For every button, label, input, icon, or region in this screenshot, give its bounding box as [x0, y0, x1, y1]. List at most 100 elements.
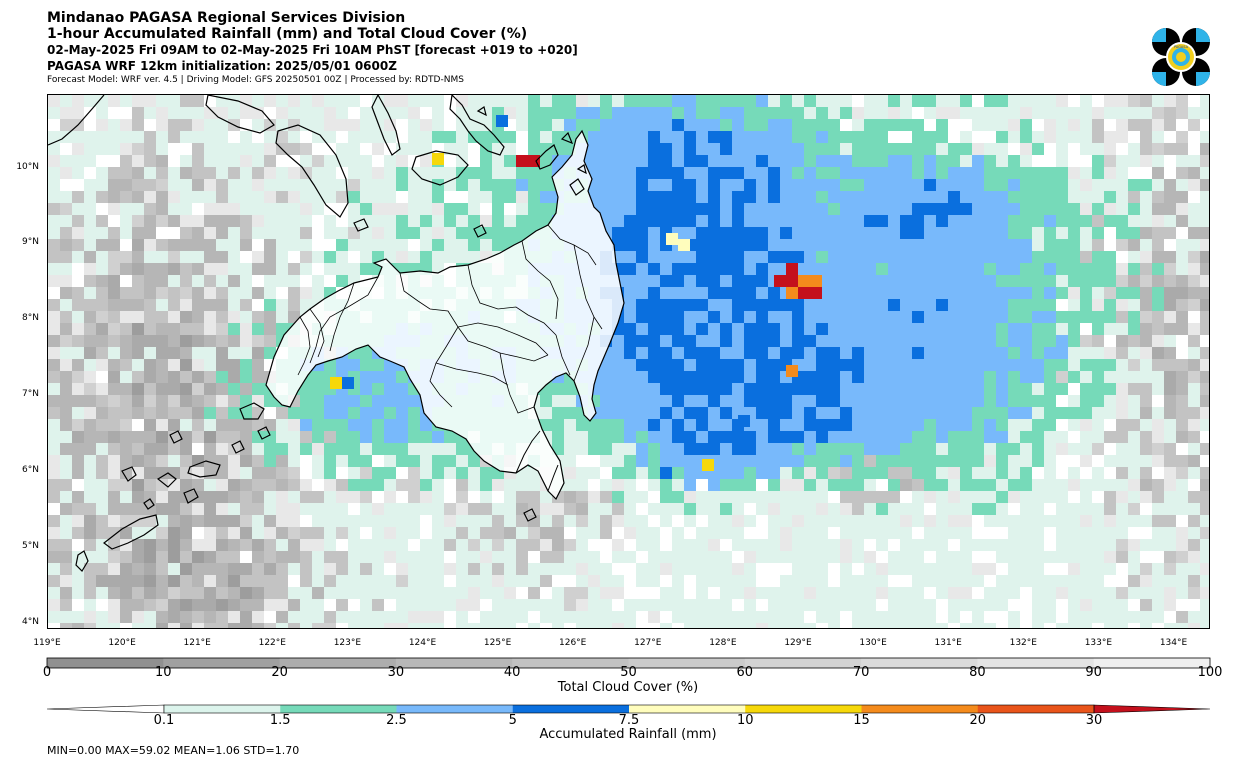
province-boundary — [309, 224, 603, 414]
bohol-coastline — [411, 150, 469, 186]
rain-tick-label: 15 — [853, 713, 870, 728]
cloud-tick-label: 70 — [852, 665, 870, 680]
lat-label-5n: 5°N — [22, 541, 39, 551]
lon-label: 130°E — [859, 638, 887, 648]
lat-label-7n: 7°N — [22, 389, 39, 399]
svg-text:PAGASA: PAGASA — [1174, 45, 1189, 49]
lon-label: 133°E — [1084, 638, 1113, 648]
cebu-coastline — [371, 95, 401, 156]
lon-label: 125°E — [483, 638, 512, 648]
jolo-coastline — [187, 460, 221, 478]
title-model-info: Forecast Model: WRF ver. 4.5 | Driving M… — [47, 75, 464, 85]
rain-colorbar-extend-high — [1093, 704, 1211, 714]
sulu-island-6 — [143, 498, 155, 510]
rain-tick-label: 30 — [1085, 713, 1103, 728]
zamboanga-boundary — [297, 308, 325, 376]
lat-label-4n: 4°N — [22, 617, 39, 627]
sulu-island-2 — [156, 472, 177, 488]
cloud-tick-label: 20 — [271, 665, 288, 680]
rain-colorbar-segment — [629, 705, 746, 713]
cloud-colorbar-segment — [861, 658, 978, 668]
title-initialization: PAGASA WRF 12km initialization: 2025/05/… — [47, 59, 397, 73]
rain-colorbar-segment — [861, 705, 979, 713]
panay-coastline — [205, 95, 275, 134]
palawan-coastline — [48, 95, 105, 146]
cloud-colorbar-segment — [279, 658, 397, 668]
lon-label: 124°E — [408, 638, 437, 648]
cloud-tick-label: 0 — [42, 665, 52, 680]
sulu-island-5 — [183, 488, 199, 504]
cloud-colorbar-segment — [628, 658, 746, 668]
cloud-tick-label: 90 — [1085, 665, 1102, 680]
cloud-colorbar-segment — [977, 658, 1095, 668]
lon-label: 131°E — [934, 638, 962, 648]
siquijor-coastline — [353, 218, 369, 232]
rain-colorbar-title: Accumulated Rainfall (mm) — [539, 727, 717, 742]
rain-colorbar-segment — [745, 705, 862, 713]
lat-label-10n: 10°N — [16, 162, 39, 172]
cloud-tick-label: 80 — [969, 665, 986, 680]
lon-label: 127°E — [634, 638, 662, 648]
map-canvas — [48, 95, 1209, 628]
basilan-coastline — [239, 402, 265, 420]
statistics-line: MIN=0.00 MAX=59.02 MEAN=1.06 STD=1.70 — [47, 744, 300, 757]
negros-coastline — [275, 124, 349, 218]
camiguin-coastline — [473, 224, 487, 238]
rain-tick-label: 0.1 — [153, 713, 175, 728]
cloud-colorbar-segment — [744, 658, 862, 668]
surigao-islands — [560, 131, 587, 175]
pagasa-logo-icon: PAGASA — [1152, 28, 1210, 86]
title-line-1: Mindanao PAGASA Regional Services Divisi… — [47, 10, 406, 26]
cloud-tick-label: 60 — [736, 665, 754, 680]
lon-label: 128°E — [709, 638, 737, 648]
lon-label: 121°E — [183, 638, 211, 648]
sulu-island-7 — [231, 440, 245, 454]
sulu-island-4 — [75, 550, 89, 572]
siargao-coastline — [569, 178, 585, 196]
rain-colorbar-segment — [280, 705, 397, 713]
lon-label: 126°E — [559, 638, 587, 648]
cloud-colorbar-segment — [163, 658, 281, 668]
lat-label-9n: 9°N — [22, 237, 39, 247]
cloud-tick-label: 10 — [155, 665, 172, 680]
lon-label: 122°E — [258, 638, 286, 648]
rainfall-colorbar — [46, 704, 1211, 714]
tawi-tawi-coastline — [103, 514, 159, 550]
davao-gulf-coast — [515, 430, 559, 492]
cloud-colorbar-segment — [47, 658, 164, 668]
lon-label: 134°E — [1159, 638, 1188, 648]
dinagat-coastline — [535, 144, 559, 170]
cloud-tick-label: 50 — [620, 665, 637, 680]
sarangani-islands — [523, 508, 537, 522]
lat-label-8n: 8°N — [22, 313, 39, 323]
lon-label: 129°E — [784, 638, 812, 648]
leyte-coastline — [449, 95, 505, 156]
talaud-islet — [476, 106, 487, 117]
cloud-tick-label: 40 — [503, 665, 521, 680]
sulu-island-3 — [121, 466, 137, 482]
rainfall-cloud-map — [47, 94, 1210, 629]
rain-tick-label: 2.5 — [386, 713, 407, 728]
rain-tick-label: 10 — [736, 713, 754, 728]
rain-tick-label: 20 — [969, 713, 987, 728]
cloud-colorbar-segment — [512, 658, 629, 668]
cloud-cover-colorbar — [46, 657, 1211, 669]
lon-label: 120°E — [108, 638, 136, 648]
sulu-island-8 — [257, 426, 271, 440]
lon-label: 119°E — [33, 638, 61, 648]
title-line-2: 1-hour Accumulated Rainfall (mm) and Tot… — [47, 26, 528, 42]
coastlines — [48, 95, 625, 572]
rain-tick-label: 5 — [508, 713, 517, 728]
rain-tick-label: 1.5 — [269, 713, 291, 728]
sulu-island-1 — [169, 430, 183, 444]
mindanao-coastline — [265, 129, 625, 501]
lon-label: 132°E — [1009, 638, 1037, 648]
rain-colorbar-extend-low — [46, 704, 165, 714]
lat-label-6n: 6°N — [22, 465, 39, 475]
cloud-colorbar-segment — [1093, 658, 1211, 668]
rain-colorbar-segment — [396, 705, 514, 713]
mindanao-land-fill — [266, 131, 624, 499]
title-validity: 02-May-2025 Fri 09AM to 02-May-2025 Fri … — [47, 43, 578, 57]
rain-colorbar-segment — [512, 705, 630, 713]
